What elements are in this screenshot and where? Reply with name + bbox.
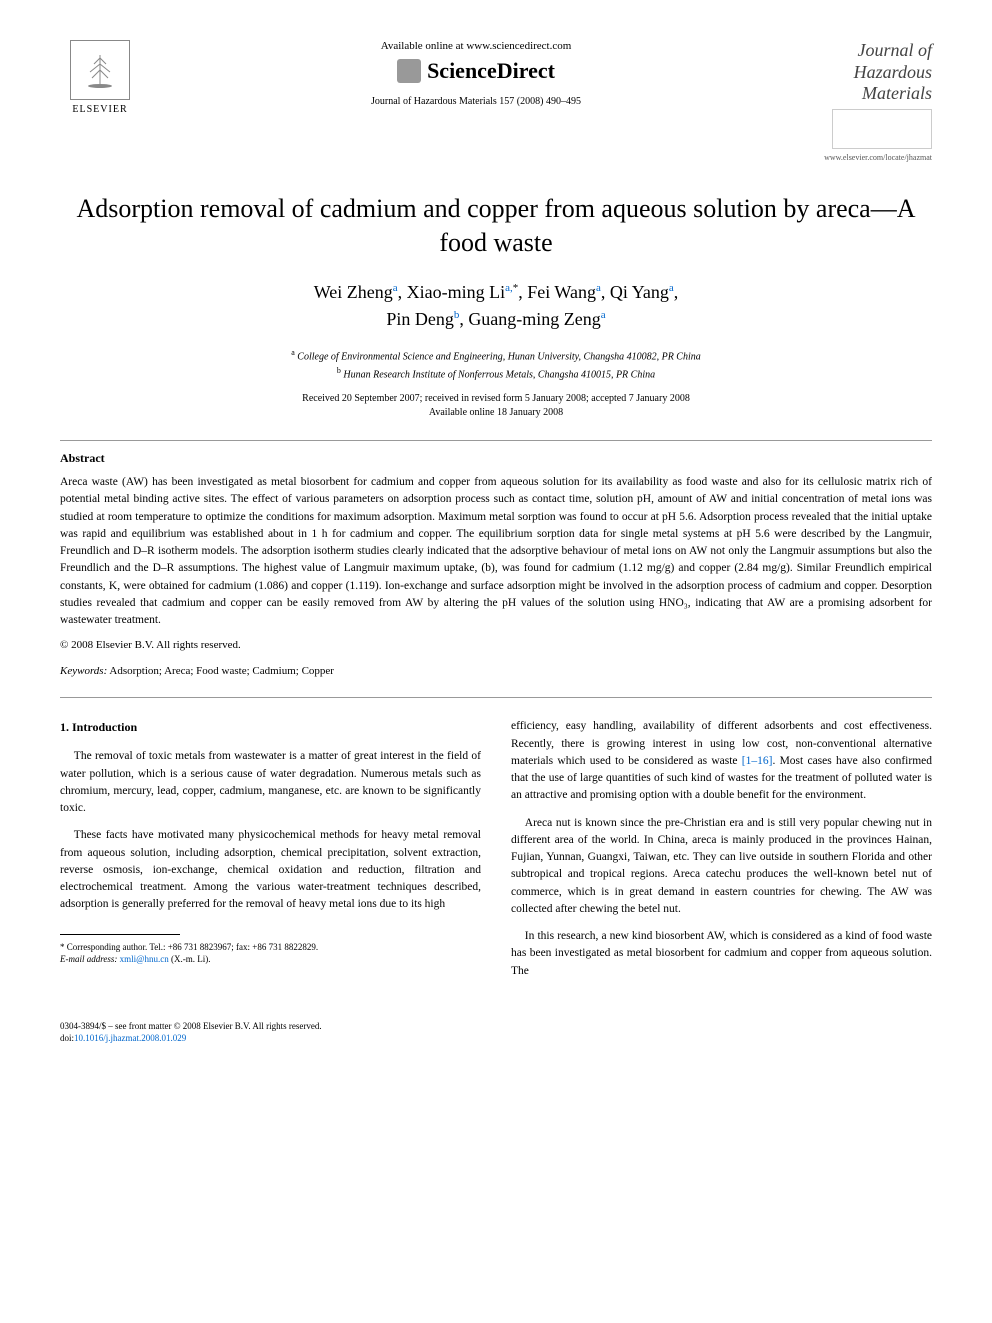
email-link[interactable]: xmli@hnu.cn [120, 954, 169, 964]
divider-top [60, 440, 932, 441]
elsevier-tree-icon [70, 40, 130, 100]
column-left: 1. Introduction The removal of toxic met… [60, 718, 481, 990]
author-6-affil: a [601, 309, 606, 321]
doi-line: doi:10.1016/j.jhazmat.2008.01.029 [60, 1032, 932, 1045]
author-1: Wei Zheng [314, 282, 393, 302]
author-3: , Fei Wang [518, 282, 596, 302]
sciencedirect-logo: ScienceDirect [140, 58, 812, 84]
abstract-text: Areca waste (AW) has been investigated a… [60, 474, 932, 629]
article-title: Adsorption removal of cadmium and copper… [60, 192, 932, 260]
footnote-rule [60, 934, 180, 935]
authors: Wei Zhenga, Xiao-ming Lia,*, Fei Wanga, … [60, 279, 932, 333]
section-heading: 1. Introduction [60, 718, 481, 736]
journal-cover-box [832, 109, 932, 149]
divider-bottom [60, 697, 932, 698]
affil-a: College of Environmental Science and Eng… [295, 352, 701, 363]
affil-b: Hunan Research Institute of Nonferrous M… [341, 369, 655, 380]
intro-p2: These facts have motivated many physicoc… [60, 827, 481, 913]
author-4: , Qi Yang [601, 282, 669, 302]
journal-url: www.elsevier.com/locate/jhazmat [812, 153, 932, 162]
bottom-info: 0304-3894/$ – see front matter © 2008 El… [60, 1020, 932, 1045]
center-header: Available online at www.sciencedirect.co… [140, 40, 812, 107]
body-columns: 1. Introduction The removal of toxic met… [60, 718, 932, 990]
doi-label: doi: [60, 1033, 74, 1043]
reference-link[interactable]: [1–16] [742, 755, 773, 767]
copyright: © 2008 Elsevier B.V. All rights reserved… [60, 639, 932, 651]
keywords-label: Keywords: [60, 665, 107, 677]
available-online-text: Available online at www.sciencedirect.co… [140, 40, 812, 52]
author-2-affil: a, [505, 282, 513, 294]
authors-comma: , [674, 282, 679, 302]
header-row: ELSEVIER Available online at www.science… [60, 40, 932, 162]
affiliations: a College of Environmental Science and E… [60, 347, 932, 382]
article-dates: Received 20 September 2007; received in … [60, 392, 932, 420]
email-line: E-mail address: xmli@hnu.cn (X.-m. Li). [60, 953, 481, 966]
issn-line: 0304-3894/$ – see front matter © 2008 El… [60, 1020, 932, 1033]
keywords-text: Adsorption; Areca; Food waste; Cadmium; … [107, 665, 334, 677]
dates-line1: Received 20 September 2007; received in … [302, 393, 690, 404]
intro-p2-cont: efficiency, easy handling, availability … [511, 718, 932, 804]
column-right: efficiency, easy handling, availability … [511, 718, 932, 990]
author-6: , Guang-ming Zeng [459, 309, 600, 329]
keywords: Keywords: Adsorption; Areca; Food waste;… [60, 665, 932, 677]
intro-p4: In this research, a new kind biosorbent … [511, 928, 932, 980]
footnote: * Corresponding author. Tel.: +86 731 88… [60, 941, 481, 966]
doi-link[interactable]: 10.1016/j.jhazmat.2008.01.029 [74, 1033, 186, 1043]
intro-p3: Areca nut is known since the pre-Christi… [511, 815, 932, 919]
sciencedirect-icon [397, 59, 421, 83]
email-label: E-mail address: [60, 954, 117, 964]
author-5: Pin Deng [386, 309, 454, 329]
sciencedirect-text: ScienceDirect [427, 58, 555, 84]
journal-reference: Journal of Hazardous Materials 157 (2008… [140, 96, 812, 107]
elsevier-logo: ELSEVIER [60, 40, 140, 115]
dates-line2: Available online 18 January 2008 [429, 407, 563, 418]
author-2: , Xiao-ming Li [398, 282, 505, 302]
email-suffix: (X.-m. Li). [169, 954, 211, 964]
corresponding-author: * Corresponding author. Tel.: +86 731 88… [60, 941, 481, 954]
elsevier-label: ELSEVIER [72, 104, 127, 115]
intro-p1: The removal of toxic metals from wastewa… [60, 748, 481, 817]
abstract-heading: Abstract [60, 451, 932, 466]
journal-cover-title: Journal of Hazardous Materials [812, 40, 932, 105]
journal-cover: Journal of Hazardous Materials www.elsev… [812, 40, 932, 162]
